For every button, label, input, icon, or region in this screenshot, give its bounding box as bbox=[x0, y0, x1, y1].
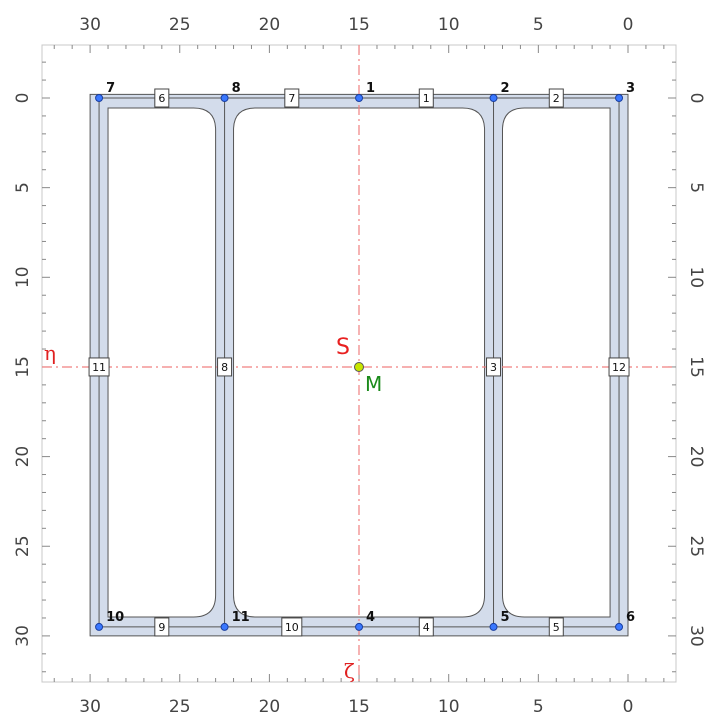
node-5 bbox=[489, 622, 498, 631]
element-label-2: 2 bbox=[548, 88, 564, 108]
right-tick-label: 0 bbox=[686, 93, 706, 104]
node-11 bbox=[220, 622, 229, 631]
left-tick-label: 15 bbox=[13, 356, 33, 378]
svg-text:9: 9 bbox=[158, 621, 165, 634]
top-tick-label: 20 bbox=[259, 15, 281, 35]
node-label-7: 7 bbox=[106, 81, 115, 96]
svg-text:6: 6 bbox=[158, 92, 165, 105]
top-tick-label: 0 bbox=[623, 15, 634, 35]
element-label-6: 6 bbox=[154, 88, 170, 108]
zeta-axis-label: ζ bbox=[344, 659, 355, 683]
right-tick-label: 15 bbox=[686, 356, 706, 378]
element-label-5: 5 bbox=[548, 617, 564, 637]
svg-text:8: 8 bbox=[221, 361, 228, 374]
svg-text:12: 12 bbox=[612, 361, 626, 374]
axis-ticks bbox=[42, 45, 676, 682]
node-1 bbox=[355, 94, 364, 102]
left-tick-label: 10 bbox=[13, 266, 33, 288]
bottom-tick-label: 10 bbox=[438, 697, 460, 717]
left-tick-label: 5 bbox=[13, 182, 33, 193]
element-label-12: 12 bbox=[608, 357, 630, 377]
svg-text:5: 5 bbox=[553, 621, 560, 634]
bottom-tick-label: 20 bbox=[259, 697, 281, 717]
node-label-1: 1 bbox=[366, 81, 375, 96]
node-label-3: 3 bbox=[626, 81, 635, 96]
bottom-tick-label: 25 bbox=[169, 697, 191, 717]
node-label-8: 8 bbox=[232, 81, 241, 96]
node-3 bbox=[615, 94, 624, 102]
left-tick-label: 25 bbox=[13, 535, 33, 557]
element-label-4: 4 bbox=[418, 617, 434, 637]
right-tick-label: 30 bbox=[686, 625, 706, 647]
svg-text:11: 11 bbox=[92, 361, 106, 374]
element-label-8: 8 bbox=[217, 357, 233, 377]
svg-text:3: 3 bbox=[490, 361, 497, 374]
node-2 bbox=[489, 94, 498, 102]
bottom-tick-label: 5 bbox=[533, 697, 544, 717]
bottom-tick-label: 30 bbox=[79, 697, 101, 717]
right-tick-label: 25 bbox=[686, 535, 706, 557]
node-10 bbox=[95, 622, 104, 631]
right-tick-label: 20 bbox=[686, 446, 706, 468]
top-tick-label: 15 bbox=[348, 15, 370, 35]
node-4 bbox=[355, 622, 364, 631]
left-tick-label: 30 bbox=[13, 625, 33, 647]
node-7 bbox=[95, 94, 104, 102]
svg-text:4: 4 bbox=[423, 621, 430, 634]
node-label-5: 5 bbox=[501, 610, 510, 625]
top-tick-label: 25 bbox=[169, 15, 191, 35]
shear-center-label: S bbox=[336, 335, 350, 360]
left-tick-label: 20 bbox=[13, 446, 33, 468]
element-label-9: 9 bbox=[154, 617, 170, 637]
node-markers: 1 2 34 5 67 810 11 bbox=[95, 81, 635, 631]
top-tick-label: 30 bbox=[79, 15, 101, 35]
svg-text:2: 2 bbox=[553, 92, 560, 105]
node-label-11: 11 bbox=[232, 610, 250, 625]
node-6 bbox=[615, 622, 624, 631]
node-label-10: 10 bbox=[106, 610, 124, 625]
element-label-3: 3 bbox=[486, 357, 502, 377]
svg-text:7: 7 bbox=[288, 92, 295, 105]
element-label-1: 1 bbox=[418, 88, 434, 108]
node-8 bbox=[220, 94, 229, 102]
right-tick-label: 5 bbox=[686, 182, 706, 193]
bottom-tick-label: 15 bbox=[348, 697, 370, 717]
node-label-2: 2 bbox=[501, 81, 510, 96]
svg-text:1: 1 bbox=[423, 92, 430, 105]
left-tick-label: 0 bbox=[13, 93, 33, 104]
bottom-tick-label: 0 bbox=[623, 697, 634, 717]
element-label-11: 11 bbox=[88, 357, 110, 377]
svg-text:10: 10 bbox=[285, 621, 299, 634]
centroid-label: M bbox=[365, 372, 382, 396]
node-label-6: 6 bbox=[626, 610, 635, 625]
eta-axis-label: η bbox=[44, 341, 56, 365]
top-tick-label: 10 bbox=[438, 15, 460, 35]
centroid-marker bbox=[354, 362, 364, 372]
element-label-10: 10 bbox=[281, 617, 303, 637]
element-label-7: 7 bbox=[284, 88, 300, 108]
top-tick-label: 5 bbox=[533, 15, 544, 35]
right-tick-label: 10 bbox=[686, 266, 706, 288]
node-label-4: 4 bbox=[366, 610, 375, 625]
